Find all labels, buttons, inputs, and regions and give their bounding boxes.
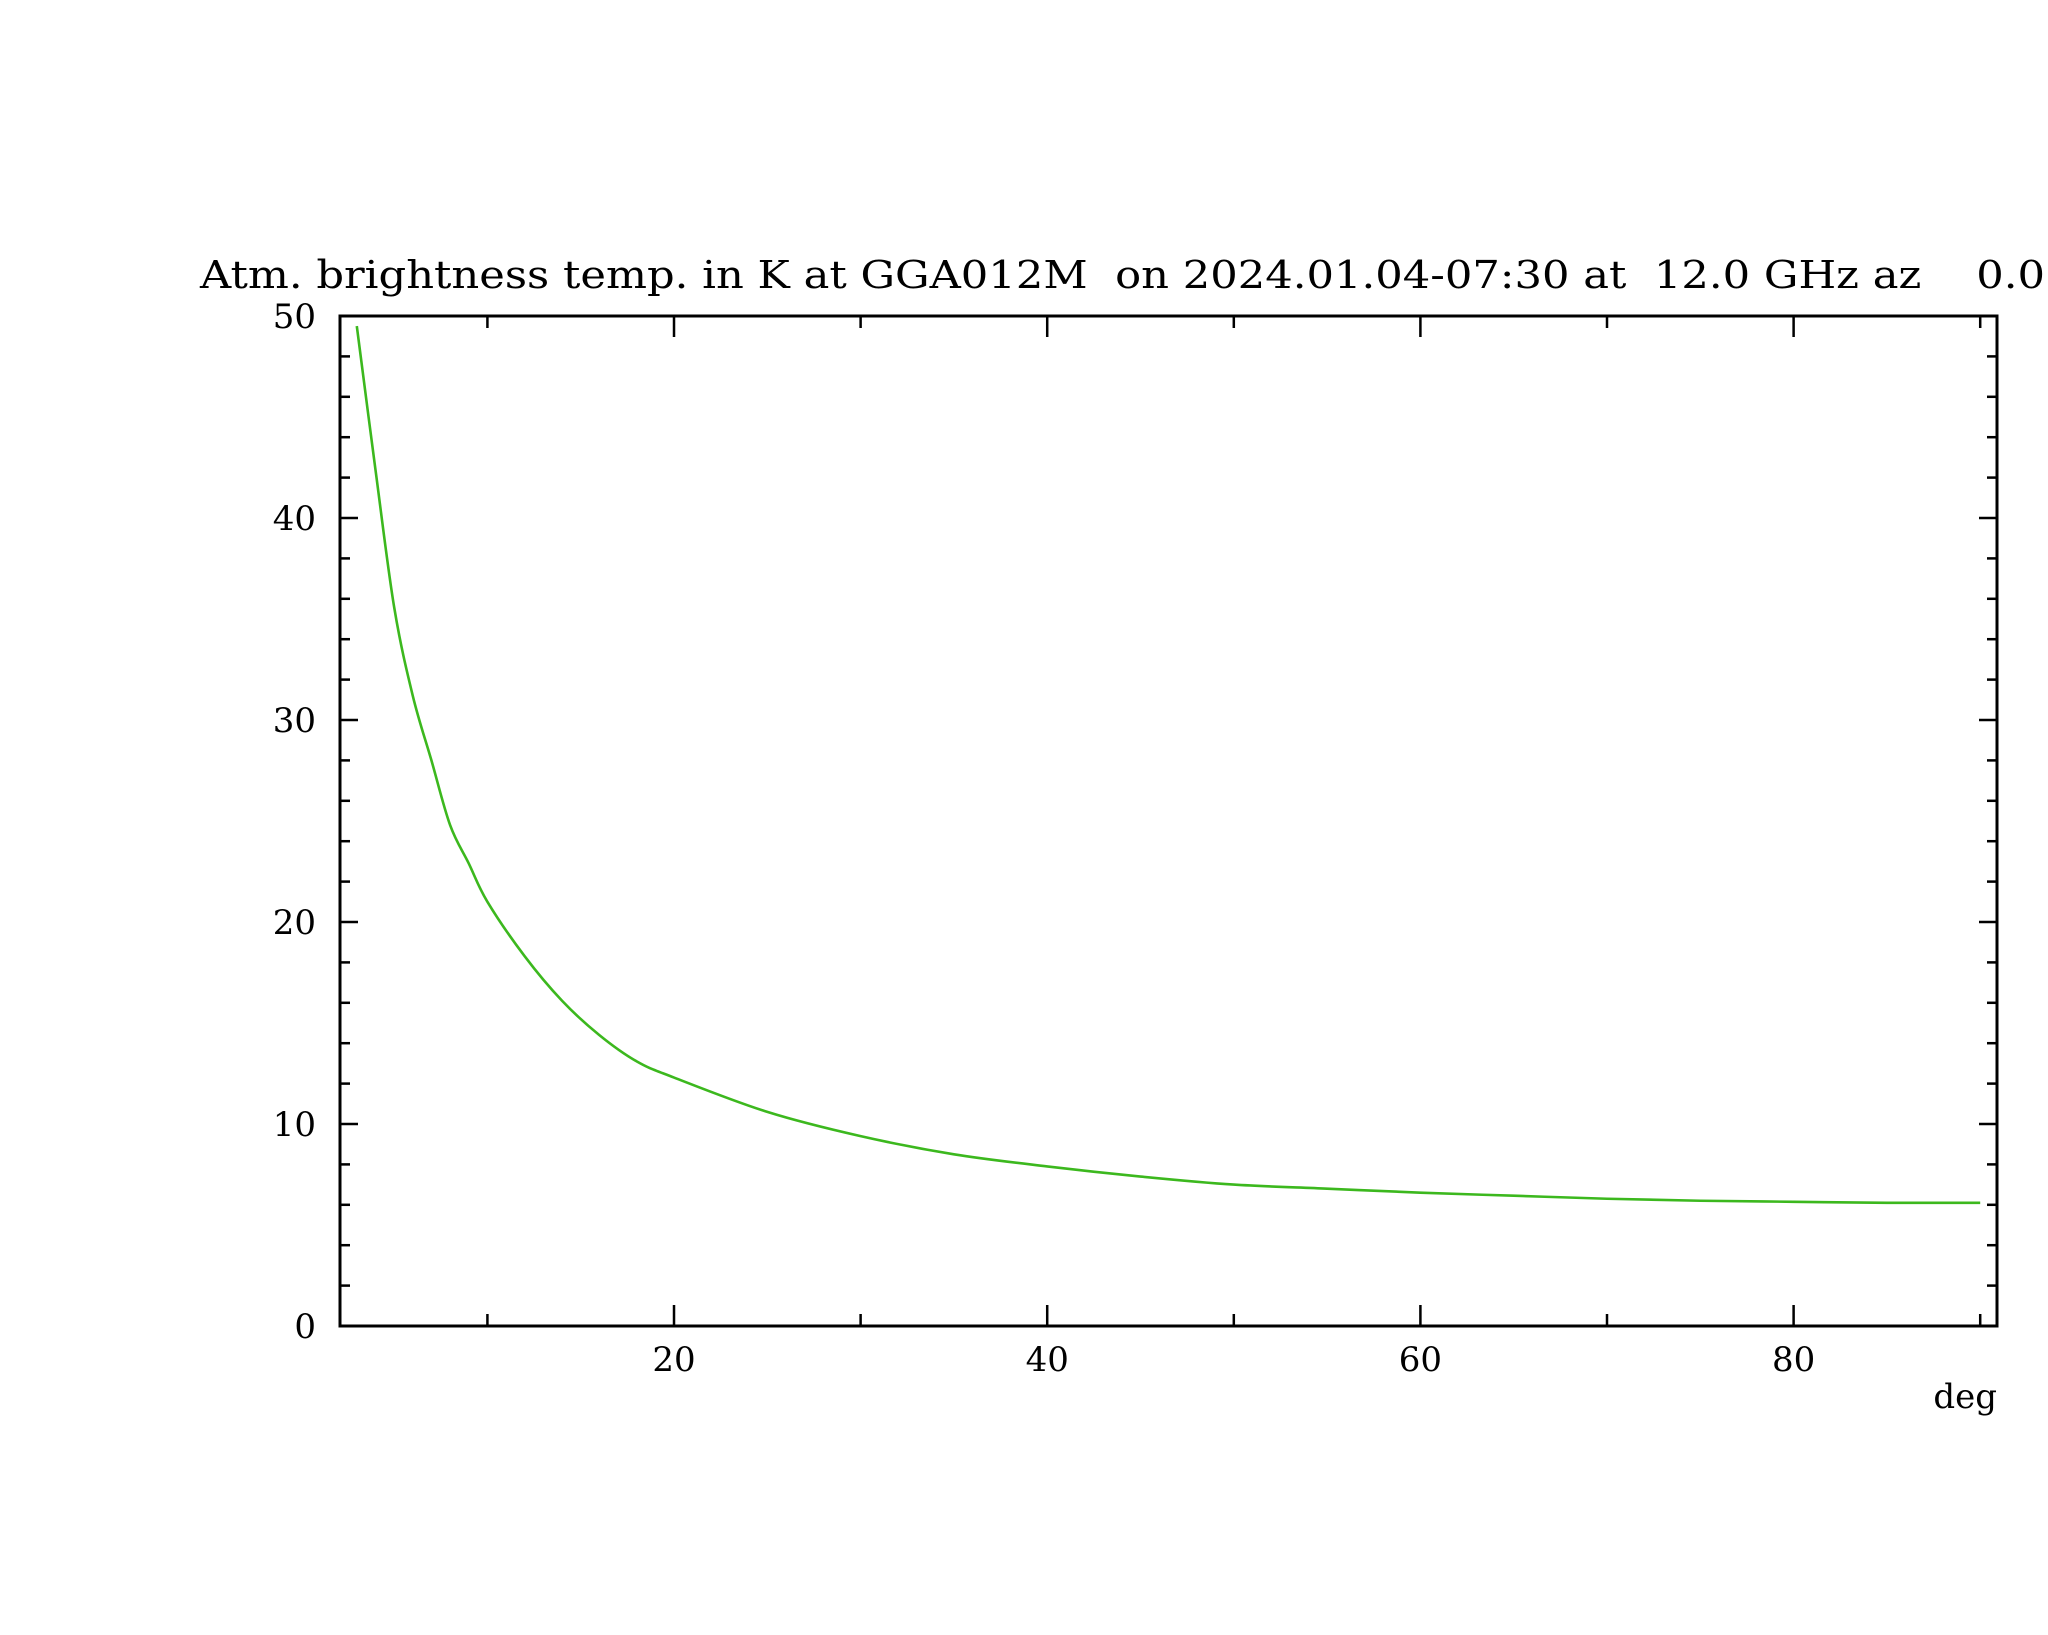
chart-title: Atm. brightness temp. in K at GGA012M on… xyxy=(199,253,2045,297)
x-tick-label: 60 xyxy=(1399,1340,1442,1380)
x-tick-label: 20 xyxy=(652,1340,695,1380)
plot-frame xyxy=(338,314,1999,1328)
series-line xyxy=(355,325,1981,1205)
y-tick-label: 0 xyxy=(294,1307,316,1347)
y-tick-label: 30 xyxy=(273,701,316,741)
y-tick-label: 40 xyxy=(273,499,316,539)
tick-labels: 20 40 60 80 0 10 20 30 40 50 xyxy=(273,297,1816,1380)
y-tick-label: 50 xyxy=(273,297,316,337)
axis-ticks xyxy=(340,314,1997,1328)
y-tick-label: 10 xyxy=(273,1105,316,1145)
y-tick-label: 20 xyxy=(273,903,316,943)
x-tick-label: 40 xyxy=(1026,1340,1069,1380)
x-tick-label: 80 xyxy=(1772,1340,1815,1380)
x-axis-label: deg xyxy=(1933,1377,1997,1417)
